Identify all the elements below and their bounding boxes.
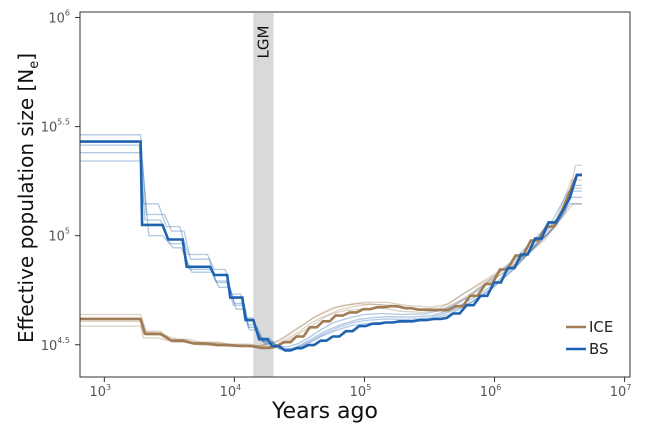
y-axis-label-sub: e [27,61,42,69]
y-tick-label: 104.5 [41,336,70,354]
replicate-lines [80,134,582,351]
series-lines [80,140,582,352]
y-axis-label-end: ] [14,53,38,61]
plot-frame [79,11,631,378]
lgm-band-layer: LGM [253,13,274,377]
y-axis-label: Effective population size [Ne] [14,53,42,343]
x-tick-label: 103 [90,383,112,400]
replicate-line-ice-3 [80,164,582,348]
x-tick-label: 106 [480,383,502,400]
x-tick-label: 105 [350,383,372,400]
lgm-band [253,13,274,377]
series-line-bs [80,140,582,352]
y-axis-label-main: Effective population size [N [14,69,38,343]
y-tick-label: 105.5 [41,118,70,136]
legend-label-ice: ICE [589,318,613,336]
legend-label-bs: BS [589,340,609,358]
x-tick-label: 107 [610,383,632,400]
y-tick-label: 105 [48,227,70,245]
legend: ICE BS [566,318,613,358]
replicate-line-bs-1 [80,134,582,350]
x-tick-label: 104 [220,383,242,400]
replicate-line-bs-3 [80,144,582,348]
series-line-ice [80,173,582,350]
x-axis-label: Years ago [271,399,378,424]
y-tick-label: 106 [48,9,70,27]
lgm-label: LGM [254,26,272,59]
axis-ticks: 103 104 105 106 107 104.5 105 105.5 106 [41,9,632,400]
